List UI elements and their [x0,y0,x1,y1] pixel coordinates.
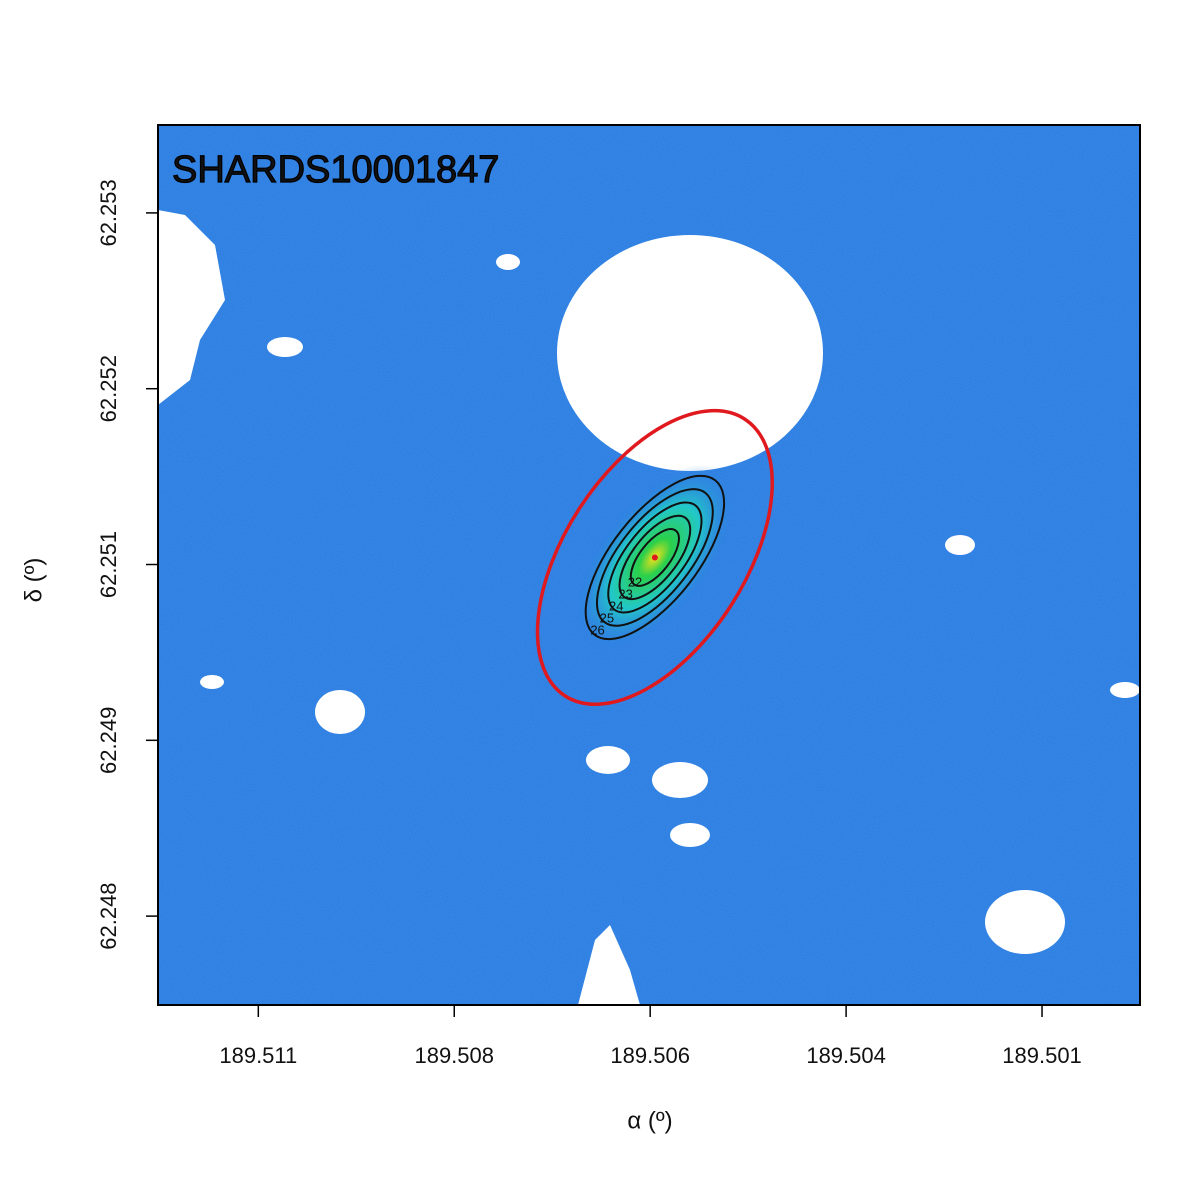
x-tick-label: 189.504 [806,1043,886,1068]
y-tick-label: 62.251 [96,531,121,598]
chart-title: SHARDS10001847 [172,149,499,191]
source-ellipse [535,408,774,707]
y-tick-label: 62.248 [96,882,121,949]
y-tick-label: 62.252 [96,355,121,422]
contour [629,528,680,587]
contour-label: 24 [609,598,623,613]
contour-label: 25 [600,610,614,625]
contour [584,474,726,641]
contour [595,488,714,627]
x-axis-label: α (º) [627,1107,672,1134]
x-tick-label: 189.501 [1002,1043,1082,1068]
y-tick-label: 62.253 [96,179,121,246]
contour-label: 26 [590,622,604,637]
x-tick-label: 189.508 [414,1043,494,1068]
contour-label: 23 [618,586,632,601]
contour [618,514,692,601]
x-tick-label: 189.511 [219,1043,297,1068]
y-axis-label: δ (º) [20,558,47,603]
source-center [651,554,658,561]
x-tick-label: 189.506 [610,1043,690,1068]
y-tick-label: 62.249 [96,707,121,774]
contour-label: 22 [628,574,642,589]
contour [607,501,703,614]
